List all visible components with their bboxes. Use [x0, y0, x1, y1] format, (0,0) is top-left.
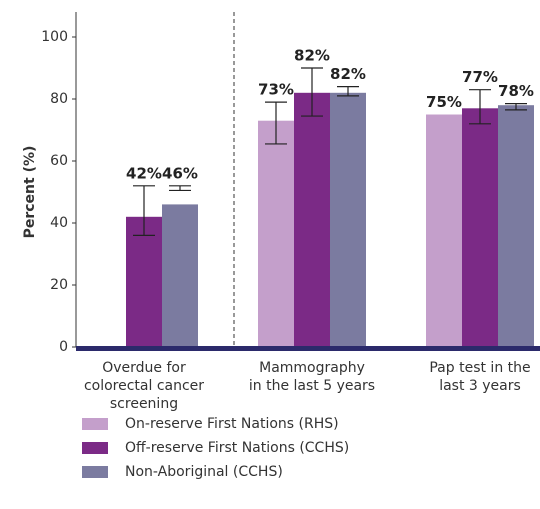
x-tick-label: screening	[110, 396, 178, 412]
legend-label: Off-reserve First Nations (CCHS)	[125, 440, 349, 456]
legend-swatch	[82, 442, 108, 454]
bar	[126, 216, 162, 347]
bar	[330, 92, 366, 347]
error-bar	[265, 101, 287, 145]
legend-label: On-reserve First Nations (RHS)	[125, 416, 339, 432]
x-tick-label: Pap test in the	[429, 360, 530, 376]
value-label: 78%	[498, 82, 534, 100]
legend-swatch	[82, 418, 108, 430]
x-tick-label: Overdue for	[102, 360, 186, 376]
y-tick-label: 60	[50, 153, 68, 169]
y-tick-label: 80	[50, 91, 68, 107]
bar	[294, 92, 330, 347]
value-label: 82%	[294, 47, 330, 65]
value-label: 77%	[462, 68, 498, 86]
bar	[426, 114, 462, 347]
error-bar	[505, 103, 527, 111]
error-bar	[301, 67, 323, 117]
bar	[498, 105, 534, 347]
value-label: 46%	[162, 164, 198, 182]
value-label: 42%	[126, 164, 162, 182]
y-tick-label: 20	[50, 277, 68, 293]
y-tick-label: 0	[59, 339, 68, 355]
bar	[462, 108, 498, 347]
x-tick-label: Mammography	[259, 360, 365, 376]
value-label: 73%	[258, 81, 294, 99]
x-tick-label: colorectal cancer	[84, 378, 204, 394]
error-bar	[469, 89, 491, 125]
y-tick-label: 40	[50, 215, 68, 231]
x-tick-label: in the last 5 years	[249, 378, 375, 394]
value-label: 82%	[330, 65, 366, 83]
bar	[258, 120, 294, 347]
error-bar	[337, 85, 359, 97]
error-bar	[169, 185, 191, 192]
x-tick-label: last 3 years	[439, 378, 521, 394]
x-axis	[76, 346, 540, 351]
value-label: 75%	[426, 93, 462, 111]
y-axis-label: Percent (%)	[22, 146, 38, 239]
error-bar	[133, 185, 155, 236]
bar	[162, 204, 198, 347]
legend-swatch	[82, 466, 108, 478]
y-tick-label: 100	[41, 29, 68, 45]
legend-label: Non-Aboriginal (CCHS)	[125, 464, 283, 480]
